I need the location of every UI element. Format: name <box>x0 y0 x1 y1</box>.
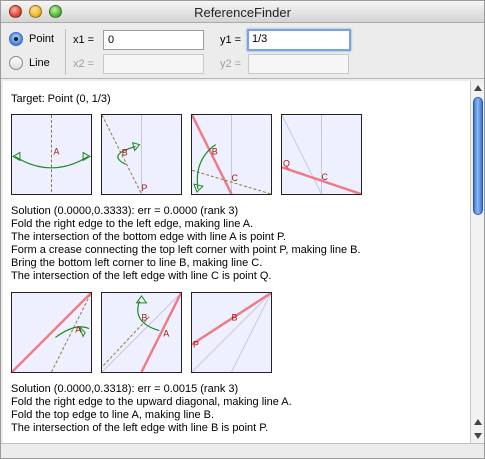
fold-step-3-image: B C <box>192 115 271 194</box>
solution-header: Solution (0.0000,0.3318): err = 0.0015 (… <box>11 383 239 395</box>
solution-step: Fold the right edge to the upward diagon… <box>11 396 292 408</box>
scroll-up-arrow-icon[interactable] <box>471 415 485 429</box>
solution-1-steps: Solution (0.0000,0.3333): err = 0.0000 (… <box>11 205 361 283</box>
fold-diagram: Q C <box>281 114 362 195</box>
scroll-down-arrow-icon[interactable] <box>471 429 485 443</box>
diagram-label: B <box>212 147 218 157</box>
solution-header: Solution (0.0000,0.3333): err = 0.0000 (… <box>11 205 239 217</box>
fold-diagram: B A <box>101 292 182 373</box>
fold-step-1-image: A <box>12 293 91 372</box>
solution-step: Form a crease connecting the top left co… <box>11 244 361 256</box>
diagram-label: A <box>163 328 169 338</box>
diagram-label: P <box>193 339 199 349</box>
y1-label: y1 = <box>220 34 242 46</box>
x2-input[interactable] <box>103 54 204 74</box>
diagram-label: A <box>75 325 81 335</box>
fold-diagram: B P <box>101 114 182 195</box>
fold-diagram: A <box>11 292 92 373</box>
mode-line-radio[interactable]: Line <box>9 56 50 70</box>
y1-input[interactable]: 1/3 <box>247 29 351 51</box>
y2-label: y2 = <box>220 58 242 70</box>
solution-2-diagrams: A B A B <box>11 292 272 373</box>
mode-point-radio[interactable]: Point <box>9 32 54 46</box>
x1-input[interactable]: 0 <box>103 30 204 50</box>
diagram-label: B <box>232 313 238 323</box>
mode-line-label: Line <box>29 57 50 69</box>
vertical-scrollbar[interactable] <box>470 81 484 443</box>
close-window-button[interactable] <box>9 5 22 18</box>
diagram-label: A <box>53 147 59 157</box>
radio-selected-indicator[interactable] <box>9 32 23 46</box>
input-toolbar: Point Line x1 = 0 y1 = 1/3 x2 = y2 = <box>1 24 484 79</box>
results-panel: Target: Point (0, 1/3) A B <box>3 81 470 443</box>
target-label: Target: Point (0, 1/3) <box>11 93 111 105</box>
solution-step: The intersection of the bottom edge with… <box>11 231 286 243</box>
solution-1-diagrams: A B P B <box>11 114 362 195</box>
fold-diagram: A <box>11 114 92 195</box>
zoom-window-button[interactable] <box>49 5 62 18</box>
fold-step-1-image: A <box>12 115 91 194</box>
window-bottom-bar <box>1 443 484 458</box>
solution-step: The intersection of the left edge with l… <box>11 270 272 282</box>
diagram-label: Q <box>283 158 290 168</box>
scrollbar-thumb[interactable] <box>473 97 483 215</box>
fold-diagram: B C <box>191 114 272 195</box>
solution-step: The intersection of the left edge with l… <box>11 422 269 434</box>
radio-unselected-indicator[interactable] <box>9 56 23 70</box>
diagram-label: C <box>232 173 239 183</box>
solution-step: Fold the top edge to line A, making line… <box>11 409 215 421</box>
solution-2-steps: Solution (0.0000,0.3318): err = 0.0015 (… <box>11 383 292 435</box>
title-bar[interactable]: ReferenceFinder <box>1 1 484 23</box>
toolbar-divider <box>65 29 66 75</box>
window-title: ReferenceFinder <box>194 5 291 20</box>
diagram-label: B <box>122 147 128 157</box>
x2-label: x2 = <box>73 58 95 70</box>
solution-step: Fold the right edge to the left edge, ma… <box>11 218 254 230</box>
solution-step: Bring the bottom left corner to line B, … <box>11 257 263 269</box>
y2-input[interactable] <box>248 54 349 74</box>
fold-step-4-image: Q C <box>282 115 361 194</box>
diagram-label: P <box>142 183 148 193</box>
scroll-up-arrow-icon[interactable] <box>471 81 485 95</box>
fold-step-2-image: B A <box>102 293 181 372</box>
fold-step-3-image: B P <box>192 293 271 372</box>
fold-diagram: B P <box>191 292 272 373</box>
minimize-window-button[interactable] <box>29 5 42 18</box>
mode-point-label: Point <box>29 33 55 45</box>
x1-label: x1 = <box>73 34 95 46</box>
diagram-label: C <box>322 172 329 182</box>
fold-step-2-image: B P <box>102 115 148 194</box>
diagram-label: B <box>142 313 148 323</box>
